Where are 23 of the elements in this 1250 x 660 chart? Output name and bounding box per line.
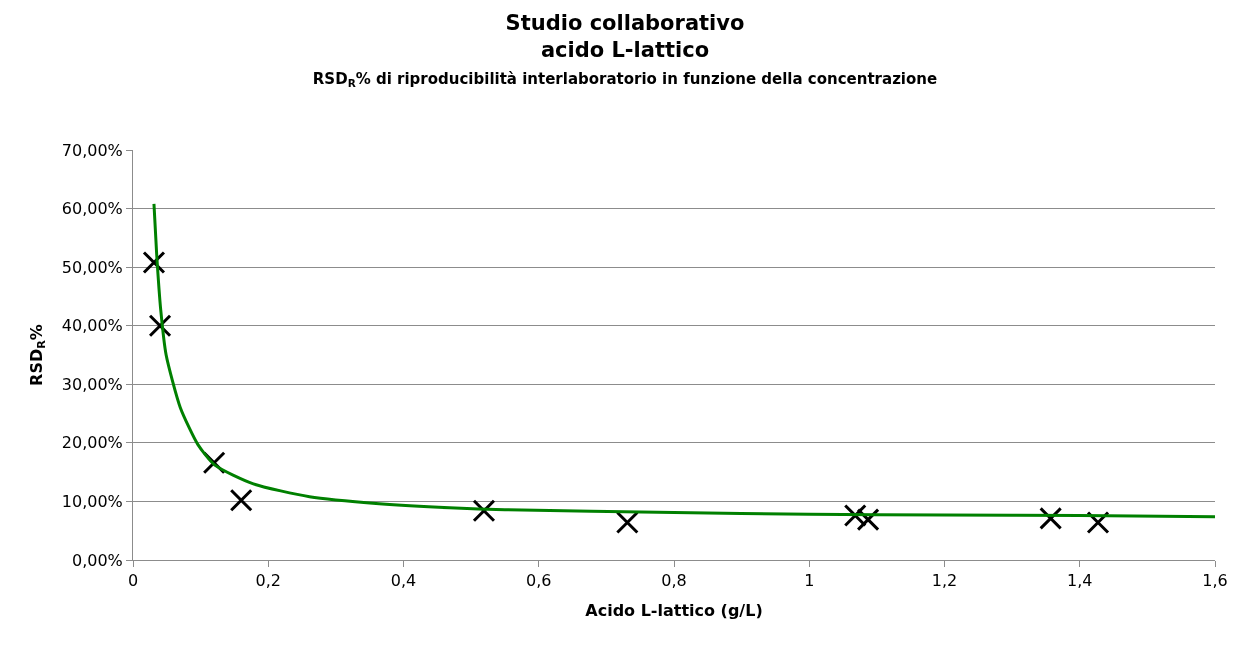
y-tick-label: 30,00% [61, 374, 123, 394]
x-tick-label: 0 [127, 571, 139, 591]
y-tick-label: 70,00% [61, 140, 123, 160]
chart-subtitle: RSD$_{R}$% di riproducibilità interlaboratorio in funzione della concentrazione [312, 70, 938, 90]
line-series [152, 202, 1215, 519]
x-tick-label: 0,4 [390, 571, 417, 591]
x-tick-label: 0,6 [526, 571, 552, 591]
point [229, 488, 253, 512]
y-tick-label: 60,00% [61, 199, 123, 219]
y-tick-label: 20,00% [61, 433, 123, 453]
x-tick-label: 0,8 [661, 571, 687, 591]
x-axis-title: Acido L-lattico (g/L) [585, 600, 763, 620]
y-tick-label: 40,00% [61, 316, 123, 336]
x-tick-label: 1,6 [1202, 571, 1228, 591]
x-tick-label: 0,2 [255, 571, 281, 591]
y-tick-label: 50,00% [61, 257, 123, 277]
x-tick-label: 1 [804, 571, 815, 591]
x-tick-label: 1,4 [1067, 571, 1093, 591]
chart-title: Studio collaborativo acido L-lattico [505, 10, 745, 62]
x-tick-label: 1,2 [931, 571, 958, 591]
point [843, 503, 867, 527]
y-tick-label: 0,00% [71, 550, 123, 570]
y-tick-label: 10,00% [61, 492, 123, 512]
